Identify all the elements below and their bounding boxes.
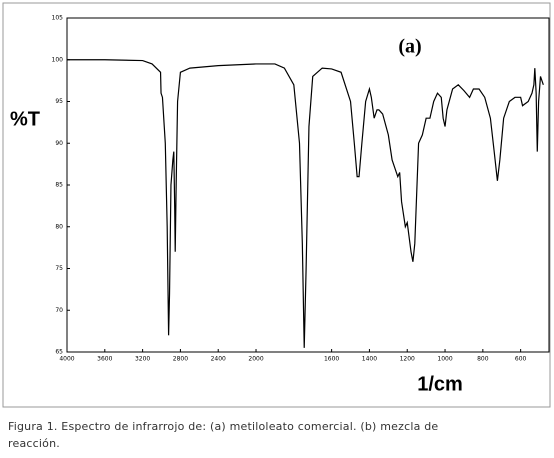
y-axis-label: %T (10, 108, 40, 130)
x-tick-label: 1600 (324, 356, 339, 363)
y-tick-label: 95 (55, 98, 63, 105)
x-tick-label: 2000 (248, 356, 263, 363)
x-axis-label: 1/cm (417, 373, 463, 395)
x-tick-label: 1200 (400, 356, 415, 363)
x-tick-label: 1400 (362, 356, 377, 363)
y-tick-label: 105 (52, 15, 64, 22)
x-tick-label: 2800 (173, 356, 188, 363)
caption-line: reacción. (8, 437, 60, 450)
caption-line: Figura 1. Espectro de infrarrojo de: (a)… (8, 420, 439, 433)
x-tick-label: 600 (515, 356, 527, 363)
figure-border (2, 2, 551, 408)
y-tick-label: 80 (55, 223, 63, 230)
x-tick-label: 3600 (97, 356, 112, 363)
y-tick-label: 70 (55, 307, 63, 314)
x-tick-label: 800 (477, 356, 489, 363)
chart: (a) %T 1/cm 65 70 75 80 85 90 95 100 105 4000 3600… (2, 2, 551, 408)
y-tick-label: 65 (55, 349, 63, 356)
y-tick-label: 75 (55, 265, 63, 272)
y-tick-label: 85 (55, 182, 63, 189)
x-tick-label: 3200 (135, 356, 150, 363)
chart-title: (a) (398, 36, 421, 58)
x-tick-label: 4000 (59, 356, 74, 363)
x-tick-label: 1000 (437, 356, 452, 363)
spectrum-line (67, 59, 544, 348)
y-tick-label: 90 (55, 140, 63, 147)
y-tick-label: 100 (52, 56, 64, 63)
x-tick-label: 2400 (211, 356, 226, 363)
